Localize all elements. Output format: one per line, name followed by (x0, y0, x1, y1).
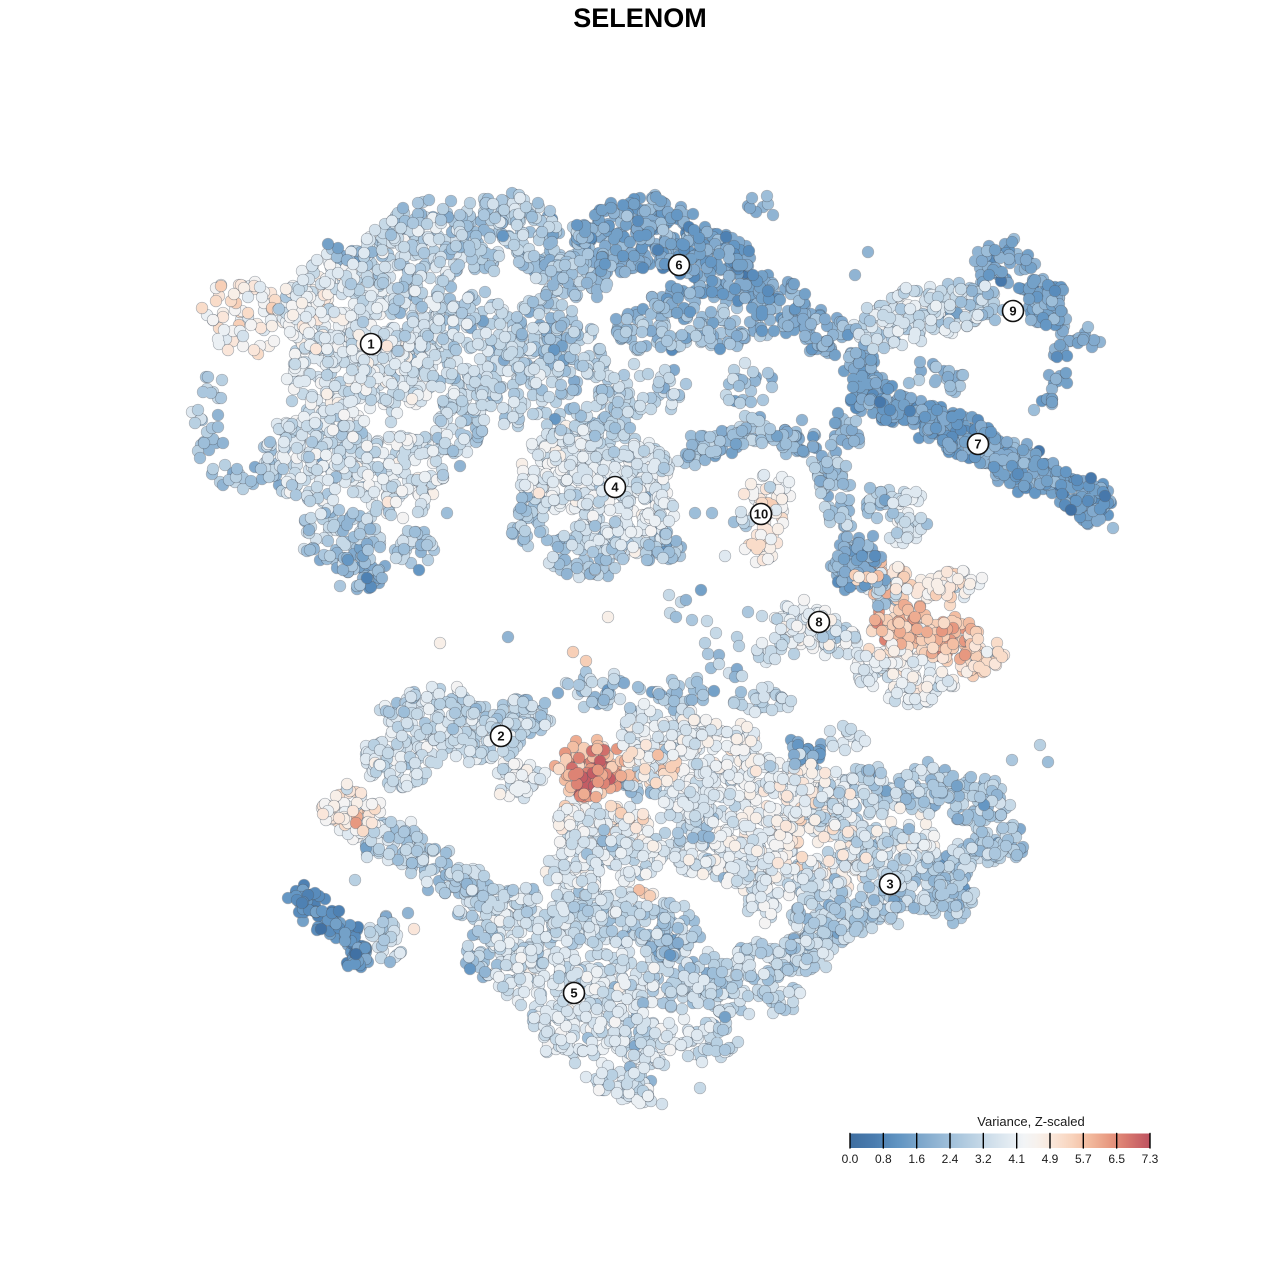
svg-text:5.7: 5.7 (1075, 1152, 1092, 1166)
svg-text:4.1: 4.1 (1008, 1152, 1025, 1166)
svg-text:4.9: 4.9 (1042, 1152, 1059, 1166)
svg-text:0.0: 0.0 (842, 1152, 859, 1166)
svg-text:7.3: 7.3 (1142, 1152, 1159, 1166)
svg-text:7: 7 (974, 437, 981, 452)
svg-text:5: 5 (570, 986, 577, 1001)
svg-text:6.5: 6.5 (1108, 1152, 1125, 1166)
svg-text:9: 9 (1009, 304, 1016, 319)
svg-text:3: 3 (886, 877, 893, 892)
svg-text:10: 10 (754, 507, 768, 522)
svg-text:1: 1 (367, 337, 374, 352)
svg-text:6: 6 (675, 258, 682, 273)
svg-text:8: 8 (815, 615, 822, 630)
svg-text:Variance, Z-scaled: Variance, Z-scaled (977, 1114, 1084, 1129)
svg-text:3.2: 3.2 (975, 1152, 992, 1166)
svg-text:1.6: 1.6 (908, 1152, 925, 1166)
svg-text:0.8: 0.8 (875, 1152, 892, 1166)
svg-text:SELENOM: SELENOM (573, 3, 707, 33)
svg-text:2: 2 (497, 729, 504, 744)
svg-text:2.4: 2.4 (942, 1152, 959, 1166)
svg-text:4: 4 (611, 480, 619, 495)
